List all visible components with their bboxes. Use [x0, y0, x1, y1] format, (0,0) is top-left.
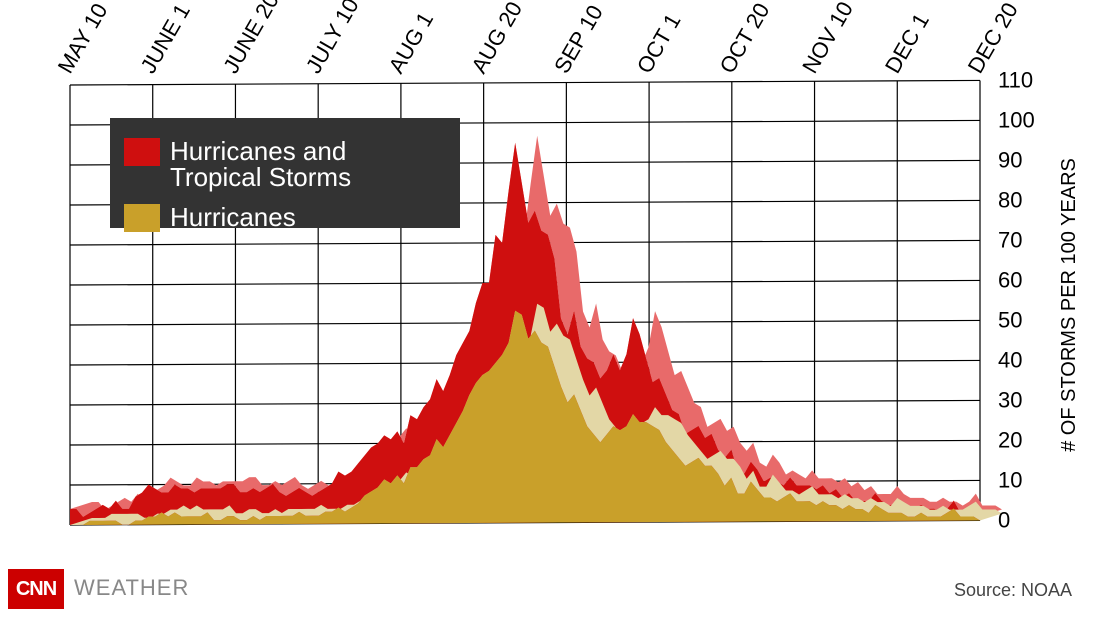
xtick-label: AUG 20: [466, 0, 527, 78]
ytick-label: 80: [998, 187, 1022, 212]
xtick-label: DEC 1: [880, 9, 934, 78]
ytick-label: 70: [998, 227, 1022, 252]
legend-label: Tropical Storms: [170, 162, 351, 192]
chart-svg: MAY 10 JUNE 1 JUNE 20 JULY 10 AUG 1 AUG 20 SEP…: [0, 0, 1100, 570]
legend-swatch: [124, 138, 160, 166]
chart-container: MAY 10 JUNE 1 JUNE 20 JULY 10 AUG 1 AUG 20 SEP…: [0, 0, 1100, 619]
weather-label: WEATHER: [74, 575, 189, 601]
xtick-label: OCT 1: [632, 9, 686, 77]
source-label: Source: NOAA: [954, 580, 1072, 601]
legend-swatch: [124, 204, 160, 232]
xtick-label: OCT 20: [714, 0, 774, 78]
legend-label: Hurricanes: [170, 202, 296, 232]
ytick-label: 30: [998, 387, 1022, 412]
xtick-label: AUG 1: [384, 8, 439, 78]
ytick-label: 10: [998, 467, 1022, 492]
ytick-label: 40: [998, 347, 1022, 372]
xtick-label: DEC 20: [963, 0, 1023, 77]
ytick-label: 20: [998, 427, 1022, 452]
xtick-label: MAY 10: [53, 0, 113, 77]
xtick-label: JUNE 1: [135, 0, 195, 78]
xtick-label: JUNE 20: [218, 0, 284, 77]
cnn-badge-text: CNN: [16, 578, 56, 601]
ytick-label: 110: [998, 67, 1033, 92]
ytick-label: 50: [998, 307, 1022, 332]
xtick-label: SEP 10: [549, 1, 608, 78]
ytick-label: 0: [998, 507, 1010, 532]
cnn-badge: CNN: [8, 569, 64, 609]
ytick-label: 100: [998, 107, 1035, 132]
xtick-label: JULY 10: [301, 0, 364, 77]
footer: CNN WEATHER Source: NOAA: [0, 564, 1100, 619]
yaxis-title: # OF STORMS PER 100 YEARS: [1058, 158, 1080, 452]
xtick-label: NOV 10: [797, 0, 858, 78]
ytick-label: 90: [998, 147, 1022, 172]
ytick-label: 60: [998, 267, 1022, 292]
